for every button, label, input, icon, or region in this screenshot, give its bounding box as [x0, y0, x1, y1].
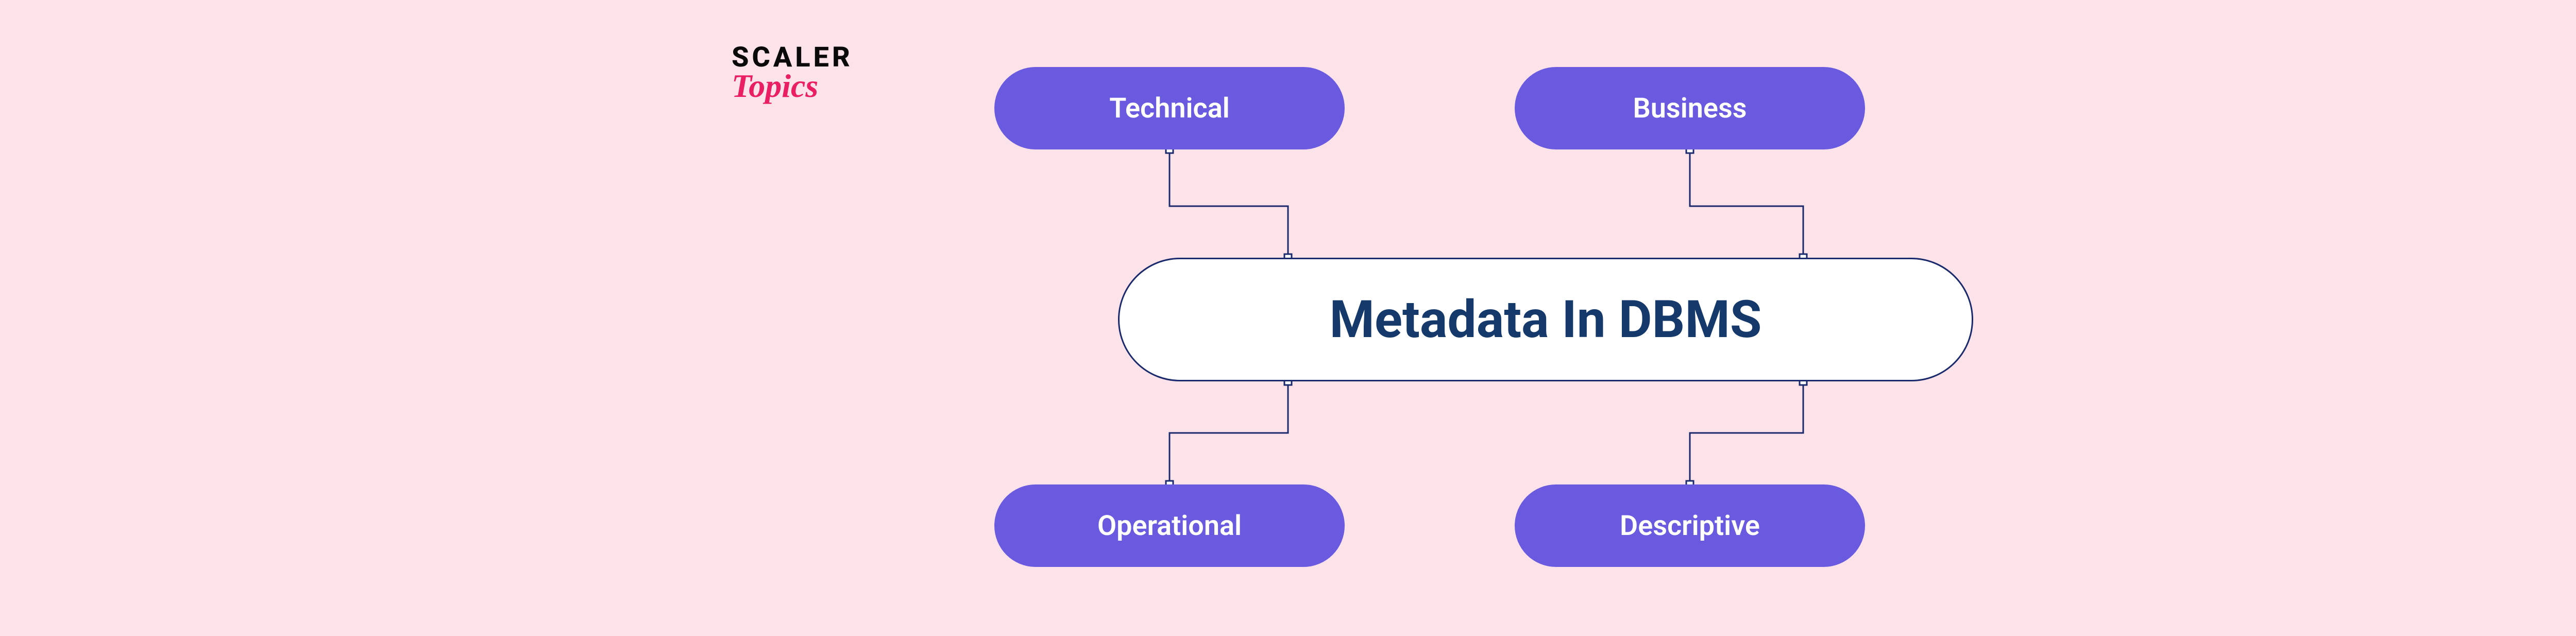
leaf-node-technical: Technical	[994, 67, 1345, 149]
center-node-label: Metadata In DBMS	[1329, 290, 1761, 350]
leaf-node-operational: Operational	[994, 484, 1345, 567]
leaf-label: Technical	[1109, 92, 1229, 125]
center-node-metadata: Metadata In DBMS	[1118, 258, 1973, 381]
logo-line2: Topics	[732, 70, 853, 103]
leaf-node-descriptive: Descriptive	[1515, 484, 1865, 567]
leaf-label: Operational	[1097, 510, 1242, 542]
leaf-label: Descriptive	[1620, 510, 1760, 542]
leaf-node-business: Business	[1515, 67, 1865, 149]
leaf-label: Business	[1633, 92, 1747, 125]
canvas: SCALER Topics Metadata In DBMS Technical…	[0, 0, 2576, 636]
scaler-topics-logo: SCALER Topics	[732, 44, 853, 103]
